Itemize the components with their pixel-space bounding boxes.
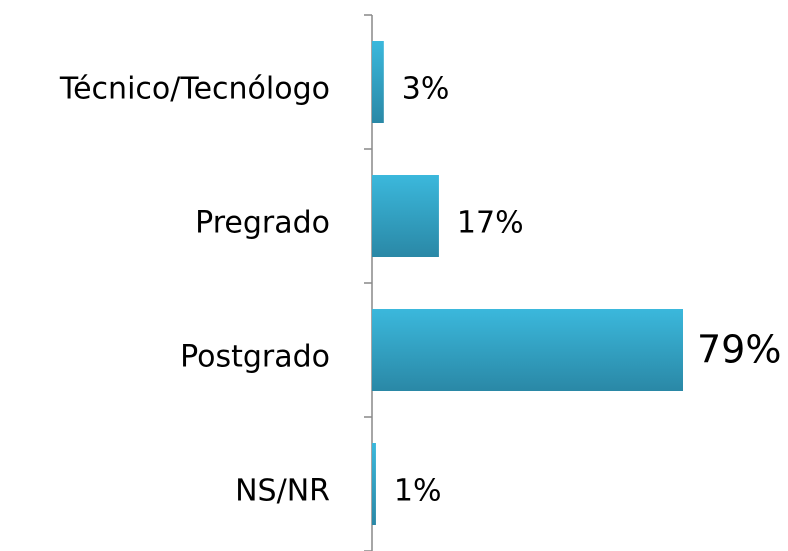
category-label: Pregrado bbox=[195, 206, 330, 241]
category-label: NS/NR bbox=[235, 474, 330, 509]
bar bbox=[372, 309, 683, 391]
category-label: Postgrado bbox=[180, 340, 330, 375]
bar bbox=[372, 41, 384, 123]
bar bbox=[372, 443, 376, 525]
category-label: Técnico/Tecnólogo bbox=[59, 72, 330, 107]
bar bbox=[372, 175, 439, 257]
value-label: 3% bbox=[402, 72, 450, 107]
value-label: 79% bbox=[697, 328, 781, 372]
value-label: 17% bbox=[457, 206, 524, 241]
value-label: 1% bbox=[394, 474, 442, 509]
